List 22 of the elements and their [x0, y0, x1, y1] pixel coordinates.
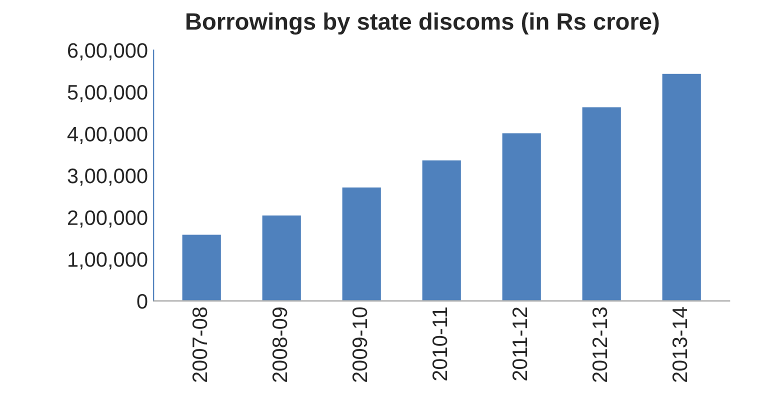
x-tick-label: 2012-13	[592, 307, 608, 382]
bar	[500, 132, 542, 301]
bar	[180, 233, 222, 301]
bar	[580, 106, 622, 301]
x-tick-label: 2011-12	[512, 308, 528, 380]
chart-title: Borrowings by state discoms (in Rs crore)	[186, 12, 659, 35]
bar	[260, 214, 302, 301]
x-tick-label: 2010-11	[432, 308, 448, 380]
bar	[660, 72, 702, 301]
x-tick-label: 2008-09	[272, 307, 288, 382]
y-tick-label: 2,00,000	[68, 210, 148, 228]
y-tick-label: 0	[137, 294, 148, 309]
bar	[340, 186, 382, 301]
y-tick-label: 4,00,000	[67, 126, 148, 144]
y-tick-label: 5,00,000	[68, 84, 148, 102]
y-tick-label: 3,00,000	[68, 168, 148, 186]
x-tick-label: 2013-14	[672, 307, 688, 382]
x-tick-label: 2009-10	[352, 307, 368, 382]
y-tick-label: 1,00,000	[68, 252, 148, 270]
x-tick-label: 2007-08	[192, 307, 208, 382]
bar	[420, 158, 462, 301]
y-tick-label: 6,00,000	[68, 43, 148, 60]
